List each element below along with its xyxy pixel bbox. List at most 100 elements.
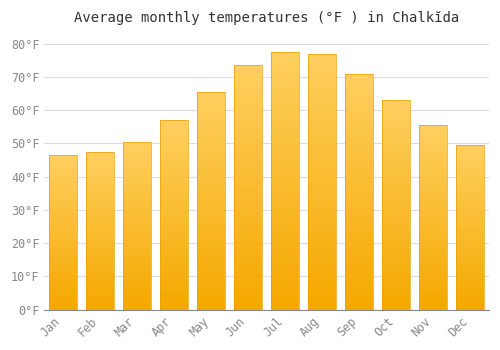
Bar (272, 109, 299, 111)
Bar (123, 184, 151, 186)
Bar (420, 168, 447, 169)
Bar (123, 199, 151, 201)
Bar (49, 271, 77, 273)
Bar (160, 164, 188, 166)
Bar (420, 258, 447, 260)
Bar (456, 170, 484, 172)
Bar (382, 193, 410, 195)
Bar (49, 285, 77, 287)
Bar (197, 92, 225, 94)
Bar (123, 170, 151, 172)
Bar (234, 178, 262, 180)
Bar (308, 228, 336, 230)
Bar (197, 164, 225, 166)
Bar (272, 191, 299, 194)
Bar (272, 132, 299, 134)
Bar (49, 303, 77, 305)
Bar (420, 269, 447, 271)
Bar (86, 180, 114, 182)
Bar (272, 219, 299, 222)
Bar (234, 205, 262, 207)
Bar (86, 267, 114, 269)
Bar (234, 241, 262, 244)
Bar (197, 262, 225, 264)
Bar (160, 196, 188, 198)
Bar (234, 107, 262, 109)
Bar (86, 215, 114, 217)
Bar (86, 258, 114, 259)
Bar (308, 87, 336, 90)
Bar (308, 248, 336, 251)
Bar (346, 293, 373, 295)
Bar (197, 157, 225, 160)
Bar (346, 232, 373, 234)
Bar (197, 266, 225, 268)
Bar (346, 149, 373, 152)
Bar (123, 254, 151, 256)
Bar (382, 182, 410, 184)
Bar (197, 299, 225, 301)
Bar (160, 293, 188, 295)
Bar (160, 204, 188, 205)
Bar (456, 301, 484, 303)
Bar (420, 212, 447, 214)
Bar (308, 218, 336, 220)
Bar (456, 292, 484, 293)
Bar (197, 196, 225, 199)
Bar (49, 262, 77, 263)
Bar (86, 262, 114, 264)
Bar (272, 287, 299, 289)
Bar (272, 124, 299, 127)
Bar (420, 256, 447, 258)
Bar (197, 109, 225, 112)
Bar (272, 173, 299, 176)
Bar (420, 230, 447, 232)
Bar (49, 222, 77, 223)
Bar (86, 228, 114, 229)
Bar (456, 206, 484, 208)
Bar (197, 201, 225, 203)
Bar (49, 174, 77, 175)
Bar (308, 189, 336, 192)
Bar (86, 245, 114, 246)
Bar (420, 236, 447, 238)
Bar (123, 256, 151, 258)
Bar (160, 236, 188, 238)
Bar (197, 292, 225, 294)
Bar (456, 216, 484, 218)
Bar (234, 163, 262, 166)
Bar (420, 232, 447, 234)
Bar (456, 172, 484, 173)
Bar (49, 192, 77, 194)
Bar (234, 158, 262, 161)
Bar (308, 253, 336, 256)
Bar (160, 198, 188, 200)
Bar (346, 180, 373, 182)
Bar (123, 303, 151, 305)
Bar (382, 295, 410, 297)
Bar (197, 179, 225, 181)
Bar (382, 148, 410, 150)
Bar (123, 154, 151, 155)
Bar (160, 308, 188, 310)
Bar (456, 252, 484, 254)
Bar (160, 135, 188, 137)
Bar (49, 183, 77, 184)
Bar (197, 205, 225, 207)
Bar (123, 305, 151, 306)
Bar (382, 111, 410, 113)
Bar (86, 169, 114, 171)
Bar (197, 297, 225, 299)
Bar (346, 230, 373, 232)
Bar (123, 264, 151, 266)
Bar (49, 242, 77, 243)
Bar (346, 170, 373, 173)
Bar (382, 163, 410, 165)
Bar (160, 130, 188, 132)
Bar (272, 134, 299, 137)
Bar (123, 285, 151, 286)
Bar (420, 149, 447, 151)
Bar (234, 83, 262, 85)
Bar (346, 81, 373, 83)
Bar (346, 303, 373, 305)
